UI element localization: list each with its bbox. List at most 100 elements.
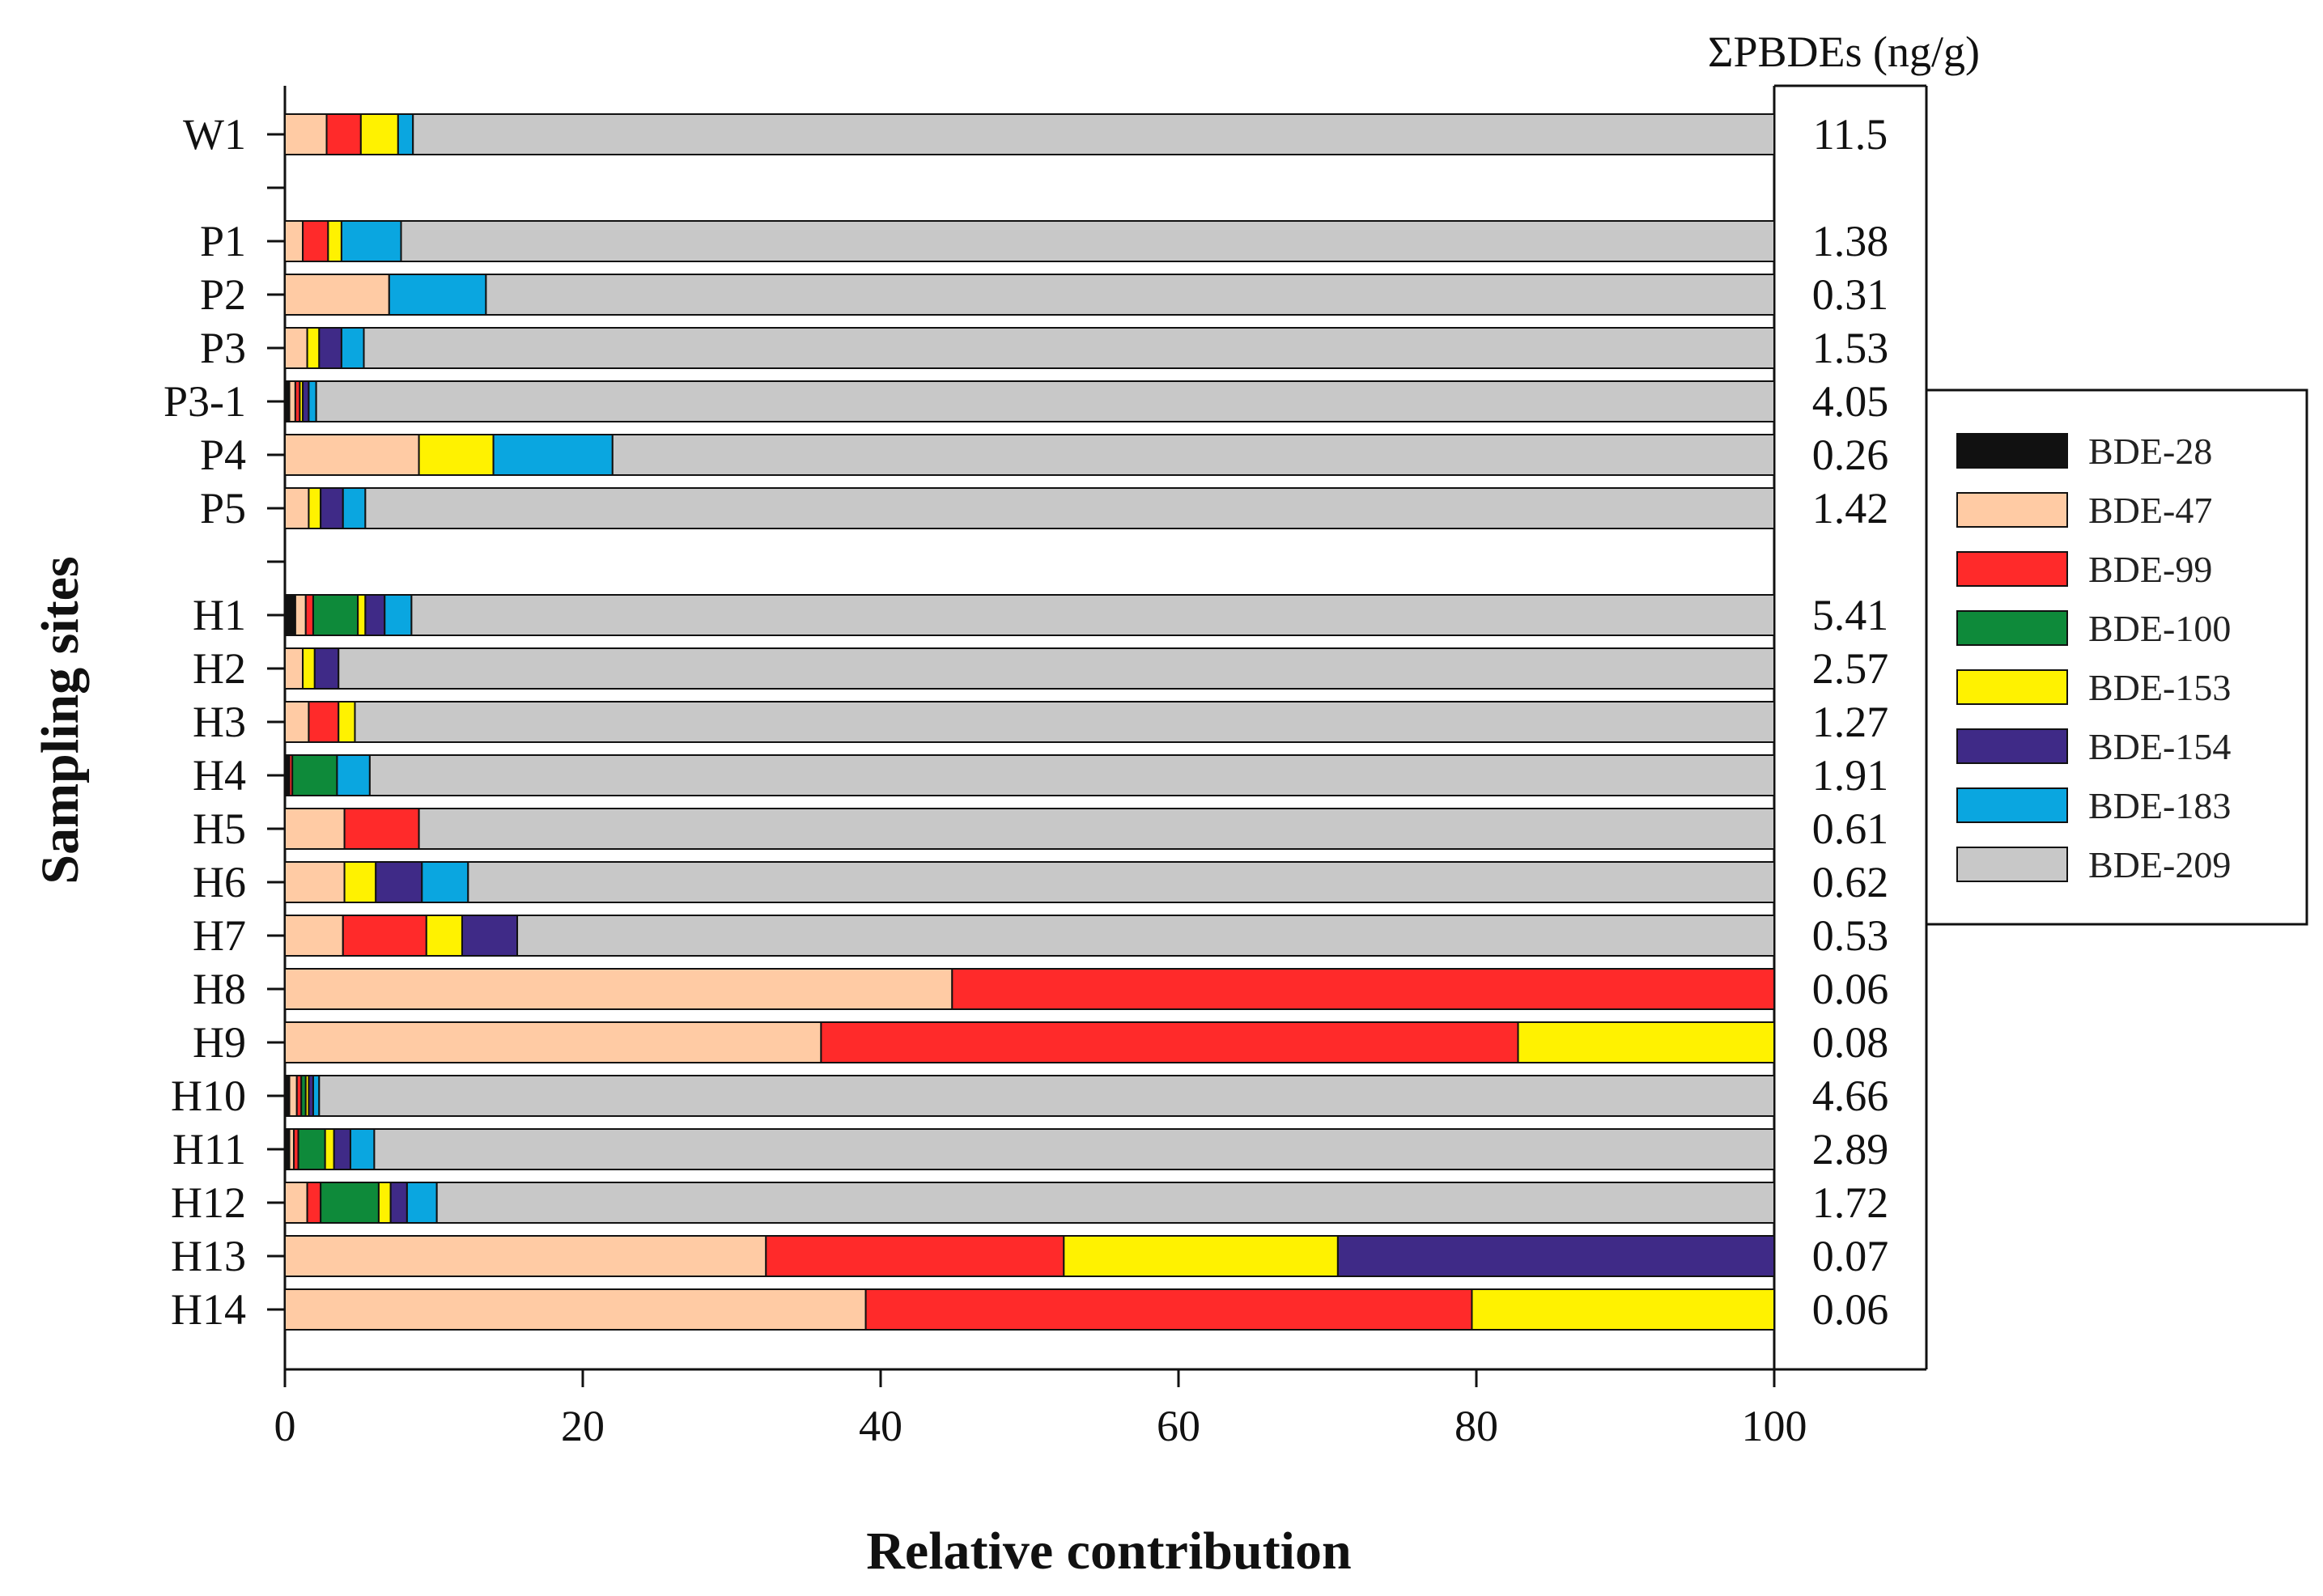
bar-segment-bde-183 [492,434,614,476]
total-value: 5.41 [1812,591,1889,639]
legend-item-bde-153: BDE-153 [1956,667,2231,708]
legend-swatch [1956,492,2068,528]
bar-segment-bde-209 [467,861,1776,903]
bar-row-p2 [284,274,1775,316]
legend-swatch [1956,847,2068,882]
total-value: 4.05 [1812,377,1889,426]
y-tick-label: P4 [200,431,246,479]
legend-box [1925,388,2308,926]
bar-segment-bde-47 [284,1182,308,1224]
y-tick-label: H9 [193,1018,246,1067]
total-value: 0.53 [1812,911,1889,960]
bar-segment-bde-183 [406,1182,438,1224]
bar-segment-bde-99 [864,1288,1473,1331]
bar-segment-bde-99 [325,113,362,155]
bar-segment-bde-47 [284,434,420,476]
y-tick-label: W1 [183,110,246,159]
y-axis-title: Sampling sites [31,556,90,884]
x-axis: 0 20 40 60 80 100 [274,1369,1807,1450]
legend-swatch [1956,433,2068,469]
bar-segment-bde-154 [318,327,342,369]
total-value: 1.42 [1812,484,1889,533]
bar-segment-bde-47 [284,861,346,903]
bar-row-h7 [284,915,1775,957]
x-tick-label: 0 [274,1402,296,1450]
legend-swatch [1956,610,2068,646]
bar-segment-bde-183 [308,380,317,422]
total-value: 0.61 [1812,804,1889,853]
y-tick-label: H1 [193,591,246,639]
bar-segment-bde-153 [425,915,463,957]
legend-item-bde-183: BDE-183 [1956,785,2231,826]
bar-segment-bde-154 [320,487,344,529]
bar-segment-bde-47 [284,968,953,1010]
bar-segment-bde-153 [1063,1235,1339,1277]
y-tick-label: H7 [193,911,246,960]
y-tick-label: P5 [200,484,246,533]
bar-row-p5 [284,487,1775,529]
total-value: 0.31 [1812,270,1889,319]
bar-segment-bde-183 [388,274,487,316]
legend-swatch [1956,787,2068,823]
legend-item-bde-99: BDE-99 [1956,549,2212,590]
bar-segment-bde-183 [340,220,402,262]
total-value: 0.07 [1812,1232,1889,1280]
bar-segment-bde-47 [288,1075,298,1117]
total-value: 0.08 [1812,1018,1889,1067]
legend-label: BDE-183 [2088,785,2231,826]
bar-segment-bde-100 [291,754,338,796]
total-value: 1.72 [1812,1178,1889,1227]
bar-segment-bde-153 [324,1128,335,1170]
bar-segment-bde-47 [284,487,310,529]
bar-segment-bde-154 [461,915,519,957]
legend-swatch [1956,728,2068,764]
bar-segment-bde-99 [820,1021,1519,1063]
bar-row-h2 [284,647,1775,690]
bar-segment-bde-153 [1471,1288,1775,1331]
bar-segment-bde-47 [284,647,304,690]
total-value: 0.62 [1812,858,1889,906]
bar-segment-bde-209 [363,327,1775,369]
bar-segment-bde-100 [312,594,359,636]
legend-item-bde-28: BDE-28 [1956,431,2212,472]
bar-segment-bde-47 [284,274,390,316]
bar-segment-bde-99 [342,915,427,957]
bar-segment-bde-153 [338,701,356,743]
bar-segment-bde-47 [288,380,296,422]
bar-segment-bde-47 [284,113,328,155]
bar-segment-bde-154 [333,1128,351,1170]
y-tick-label: P2 [200,270,246,319]
total-value: 1.38 [1812,217,1889,265]
bar-segment-bde-154 [389,1182,408,1224]
total-value: 4.66 [1812,1072,1889,1120]
bar-segment-bde-209 [315,380,1775,422]
bar-row-h8 [284,968,1775,1010]
bar-segment-bde-153 [418,434,495,476]
bar-segment-bde-153 [343,861,377,903]
bar-segment-bde-209 [368,754,1775,796]
bar-row-w1 [284,113,1775,155]
bar-segment-bde-209 [354,701,1776,743]
total-value: 1.53 [1812,324,1889,372]
total-value: 0.26 [1812,431,1889,479]
bar-row-h1 [284,594,1775,636]
legend: BDE-28 BDE-47 BDE-99 BDE-100 BDE-153 BDE-154 B… [1925,388,2308,926]
bar-segment-bde-209 [318,1075,1776,1117]
bar-segment-bde-99 [306,1182,322,1224]
y-tick-label: H8 [193,965,246,1013]
bar-segment-bde-154 [302,380,310,422]
bar-segment-bde-47 [294,594,307,636]
bar-segment-bde-209 [418,808,1775,850]
bar-segment-bde-209 [410,594,1775,636]
legend-label: BDE-100 [2088,608,2231,649]
bar-segment-bde-99 [308,701,340,743]
bar-segment-bde-209 [485,274,1775,316]
totals-header: ΣPBDEs (ng/g) [1708,28,1980,76]
total-value: 11.5 [1813,110,1888,159]
bar-segment-bde-183 [336,754,371,796]
bar-row-p4 [284,434,1775,476]
bar-row-h10 [284,1075,1776,1117]
y-tick-label: H12 [171,1178,246,1227]
total-value: 0.06 [1812,965,1889,1013]
total-value: 2.89 [1812,1125,1889,1174]
